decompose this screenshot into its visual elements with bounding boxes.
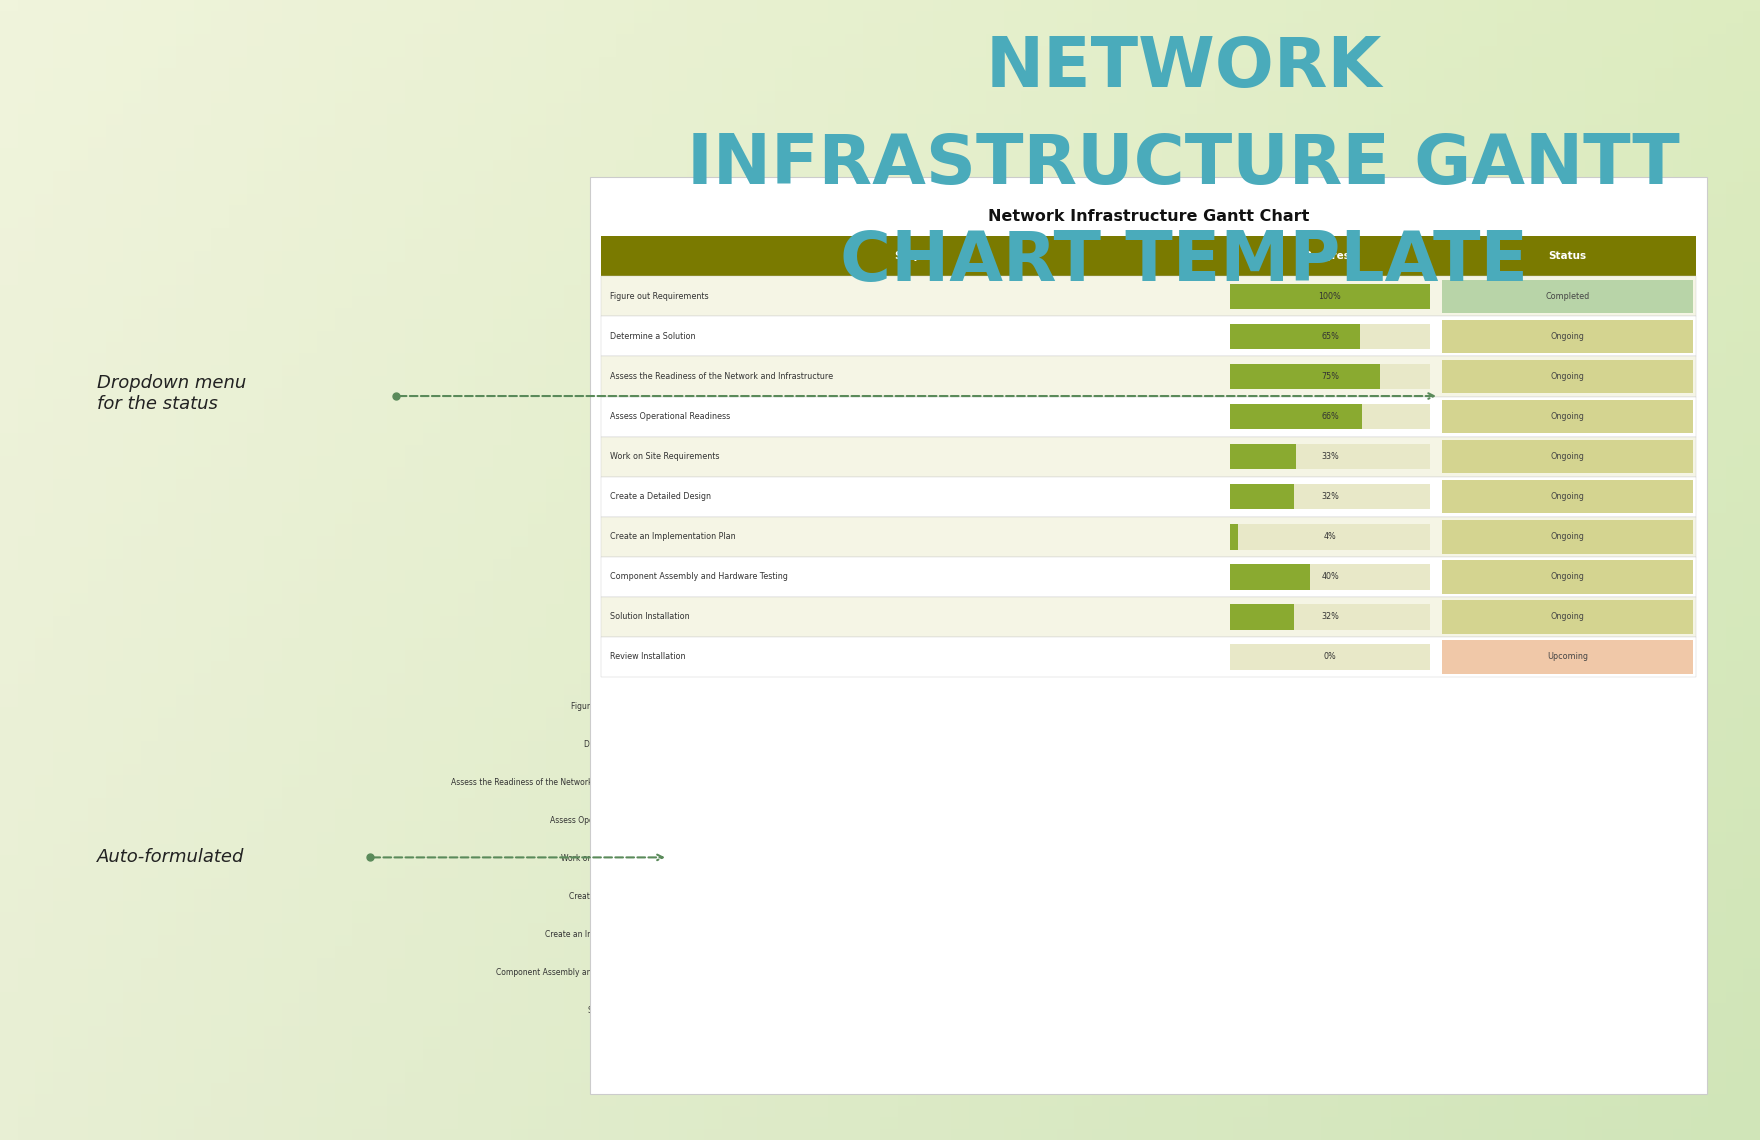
Bar [667, 771, 1387, 791]
Text: Auto-formulated: Auto-formulated [97, 848, 245, 866]
Text: 100%: 100% [1318, 292, 1341, 301]
Text: Ongoing: Ongoing [1551, 412, 1584, 421]
Bar [667, 809, 1301, 830]
Bar [667, 724, 1674, 763]
Text: 0%: 0% [1324, 652, 1336, 661]
Bar [667, 923, 706, 944]
Bar [667, 877, 1674, 914]
Bar [667, 847, 984, 868]
Text: Component Assembly and Hardware Testing: Component Assembly and Hardware Testing [609, 572, 787, 581]
Text: Steps: Steps [894, 252, 928, 261]
Text: INFRASTRUCTURE GANTT: INFRASTRUCTURE GANTT [686, 131, 1681, 198]
Text: 75%: 75% [1322, 372, 1339, 381]
Text: Create a Detailed Design: Create a Detailed Design [609, 492, 711, 502]
Text: Solution Installation: Solution Installation [609, 612, 690, 621]
Text: NETWORK: NETWORK [986, 34, 1382, 101]
Text: 40%: 40% [1322, 572, 1339, 581]
Bar [667, 763, 1674, 800]
Bar [667, 991, 1674, 1028]
Bar [667, 1000, 975, 1020]
Text: Assess Operational Readiness: Assess Operational Readiness [609, 412, 730, 421]
Bar [667, 838, 1674, 877]
Text: Progress: Progress [1304, 252, 1355, 261]
Text: 4%: 4% [1324, 532, 1336, 541]
Text: 32%: 32% [1322, 612, 1339, 621]
Text: Ongoing: Ongoing [1551, 332, 1584, 341]
Bar [667, 961, 1051, 983]
Text: Ongoing: Ongoing [1551, 372, 1584, 381]
Text: Create an Implementation Plan: Create an Implementation Plan [609, 532, 736, 541]
Text: Ongoing: Ongoing [1551, 532, 1584, 541]
Bar [667, 800, 1674, 838]
Text: Work on Site Requirements: Work on Site Requirements [609, 453, 720, 461]
Bar [667, 686, 1674, 724]
Text: Status: Status [1549, 252, 1586, 261]
Bar [667, 1028, 1674, 1067]
Text: CHART TEMPLATE: CHART TEMPLATE [840, 228, 1528, 295]
Text: Review Installation: Review Installation [609, 652, 685, 661]
Text: Completed: Completed [1545, 292, 1589, 301]
Text: Ongoing: Ongoing [1551, 492, 1584, 502]
Text: Dropdown menu
for the status: Dropdown menu for the status [97, 374, 246, 413]
Text: Network Infrastructure Gantt Chart: Network Infrastructure Gantt Chart [987, 209, 1309, 223]
Text: Ongoing: Ongoing [1551, 453, 1584, 461]
Text: Ongoing: Ongoing [1551, 572, 1584, 581]
Bar [667, 733, 1290, 754]
Text: Ongoing: Ongoing [1551, 612, 1584, 621]
Text: 32%: 32% [1322, 492, 1339, 502]
Text: 33%: 33% [1322, 453, 1339, 461]
Bar [667, 953, 1674, 991]
Bar [667, 914, 1674, 953]
Text: Upcoming: Upcoming [1547, 652, 1588, 661]
Text: Assess the Readiness of the Network and Infrastructure: Assess the Readiness of the Network and … [609, 372, 832, 381]
Text: 66%: 66% [1322, 412, 1339, 421]
Bar [667, 885, 975, 906]
Bar [667, 694, 1626, 716]
Text: Determine a Solution: Determine a Solution [609, 332, 695, 341]
Text: Figure out Requirements: Figure out Requirements [609, 292, 708, 301]
Text: 65%: 65% [1322, 332, 1339, 341]
